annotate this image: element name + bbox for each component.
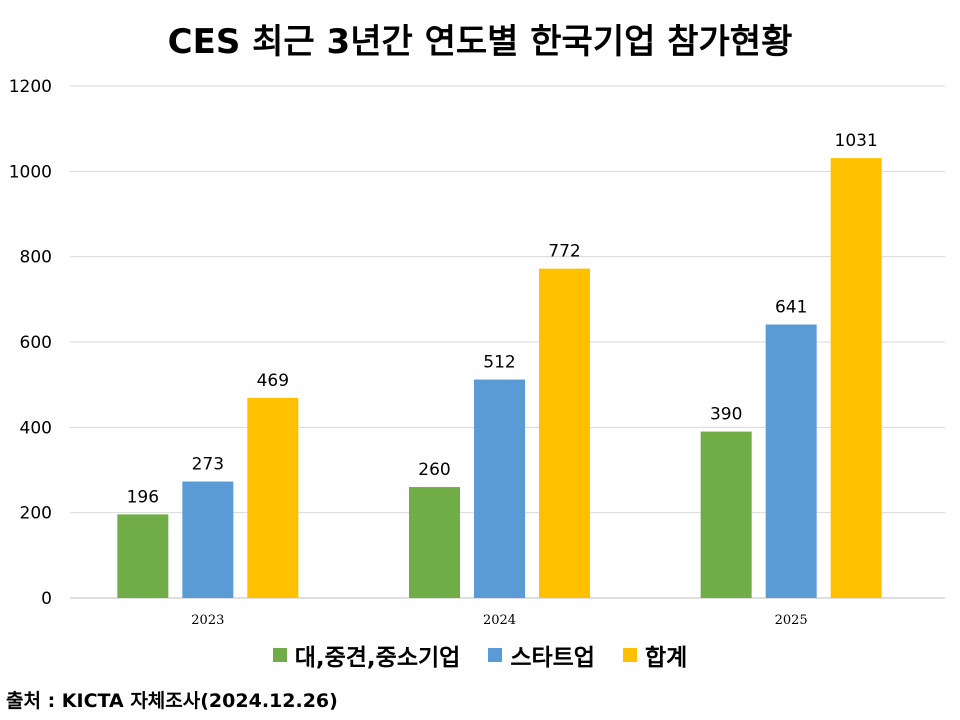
data-label: 1031 bbox=[835, 131, 878, 151]
data-label: 512 bbox=[483, 353, 515, 373]
bar bbox=[247, 397, 299, 598]
legend-swatch bbox=[622, 648, 637, 662]
bar bbox=[830, 158, 882, 598]
x-tick-label: 2025 bbox=[775, 613, 808, 628]
y-tick-label: 200 bbox=[20, 504, 52, 524]
chart-title: CES 최근 3년간 연도별 한국기업 참가현황 bbox=[167, 22, 793, 62]
data-label: 273 bbox=[192, 455, 224, 475]
source-note: 출처 : KICTA 자체조사(2024.12.26) bbox=[6, 690, 338, 712]
legend-item: 합계 bbox=[622, 638, 688, 672]
bar bbox=[474, 379, 525, 598]
y-tick-label: 600 bbox=[20, 333, 52, 353]
legend-swatch bbox=[488, 648, 503, 662]
legend-item: 대,중견,중소기업 bbox=[272, 638, 461, 672]
x-tick-label: 2024 bbox=[483, 613, 516, 628]
legend-item: 스타트업 bbox=[488, 638, 595, 672]
bar bbox=[117, 514, 169, 598]
y-tick-label: 0 bbox=[41, 589, 52, 609]
legend-label: 합계 bbox=[644, 645, 688, 671]
y-tick-label: 400 bbox=[20, 418, 52, 438]
data-label: 772 bbox=[548, 242, 580, 262]
bar bbox=[409, 487, 460, 598]
y-tick-label: 800 bbox=[20, 248, 52, 268]
bar bbox=[700, 431, 752, 598]
y-tick-label: 1200 bbox=[9, 77, 52, 97]
legend-swatch bbox=[272, 648, 287, 662]
bar bbox=[765, 324, 817, 598]
legend-label: 스타트업 bbox=[510, 645, 595, 671]
data-label: 196 bbox=[127, 487, 159, 507]
data-label: 260 bbox=[418, 460, 450, 480]
data-label: 641 bbox=[775, 298, 807, 318]
y-tick-label: 1000 bbox=[9, 162, 52, 182]
legend-label: 대,중견,중소기업 bbox=[294, 645, 461, 671]
data-label: 390 bbox=[710, 405, 742, 425]
data-label: 469 bbox=[257, 371, 289, 391]
x-tick-label: 2023 bbox=[191, 613, 224, 628]
bar bbox=[539, 268, 590, 598]
legend: 대,중견,중소기업 스타트업 합계 bbox=[0, 638, 960, 672]
bar bbox=[182, 481, 234, 598]
